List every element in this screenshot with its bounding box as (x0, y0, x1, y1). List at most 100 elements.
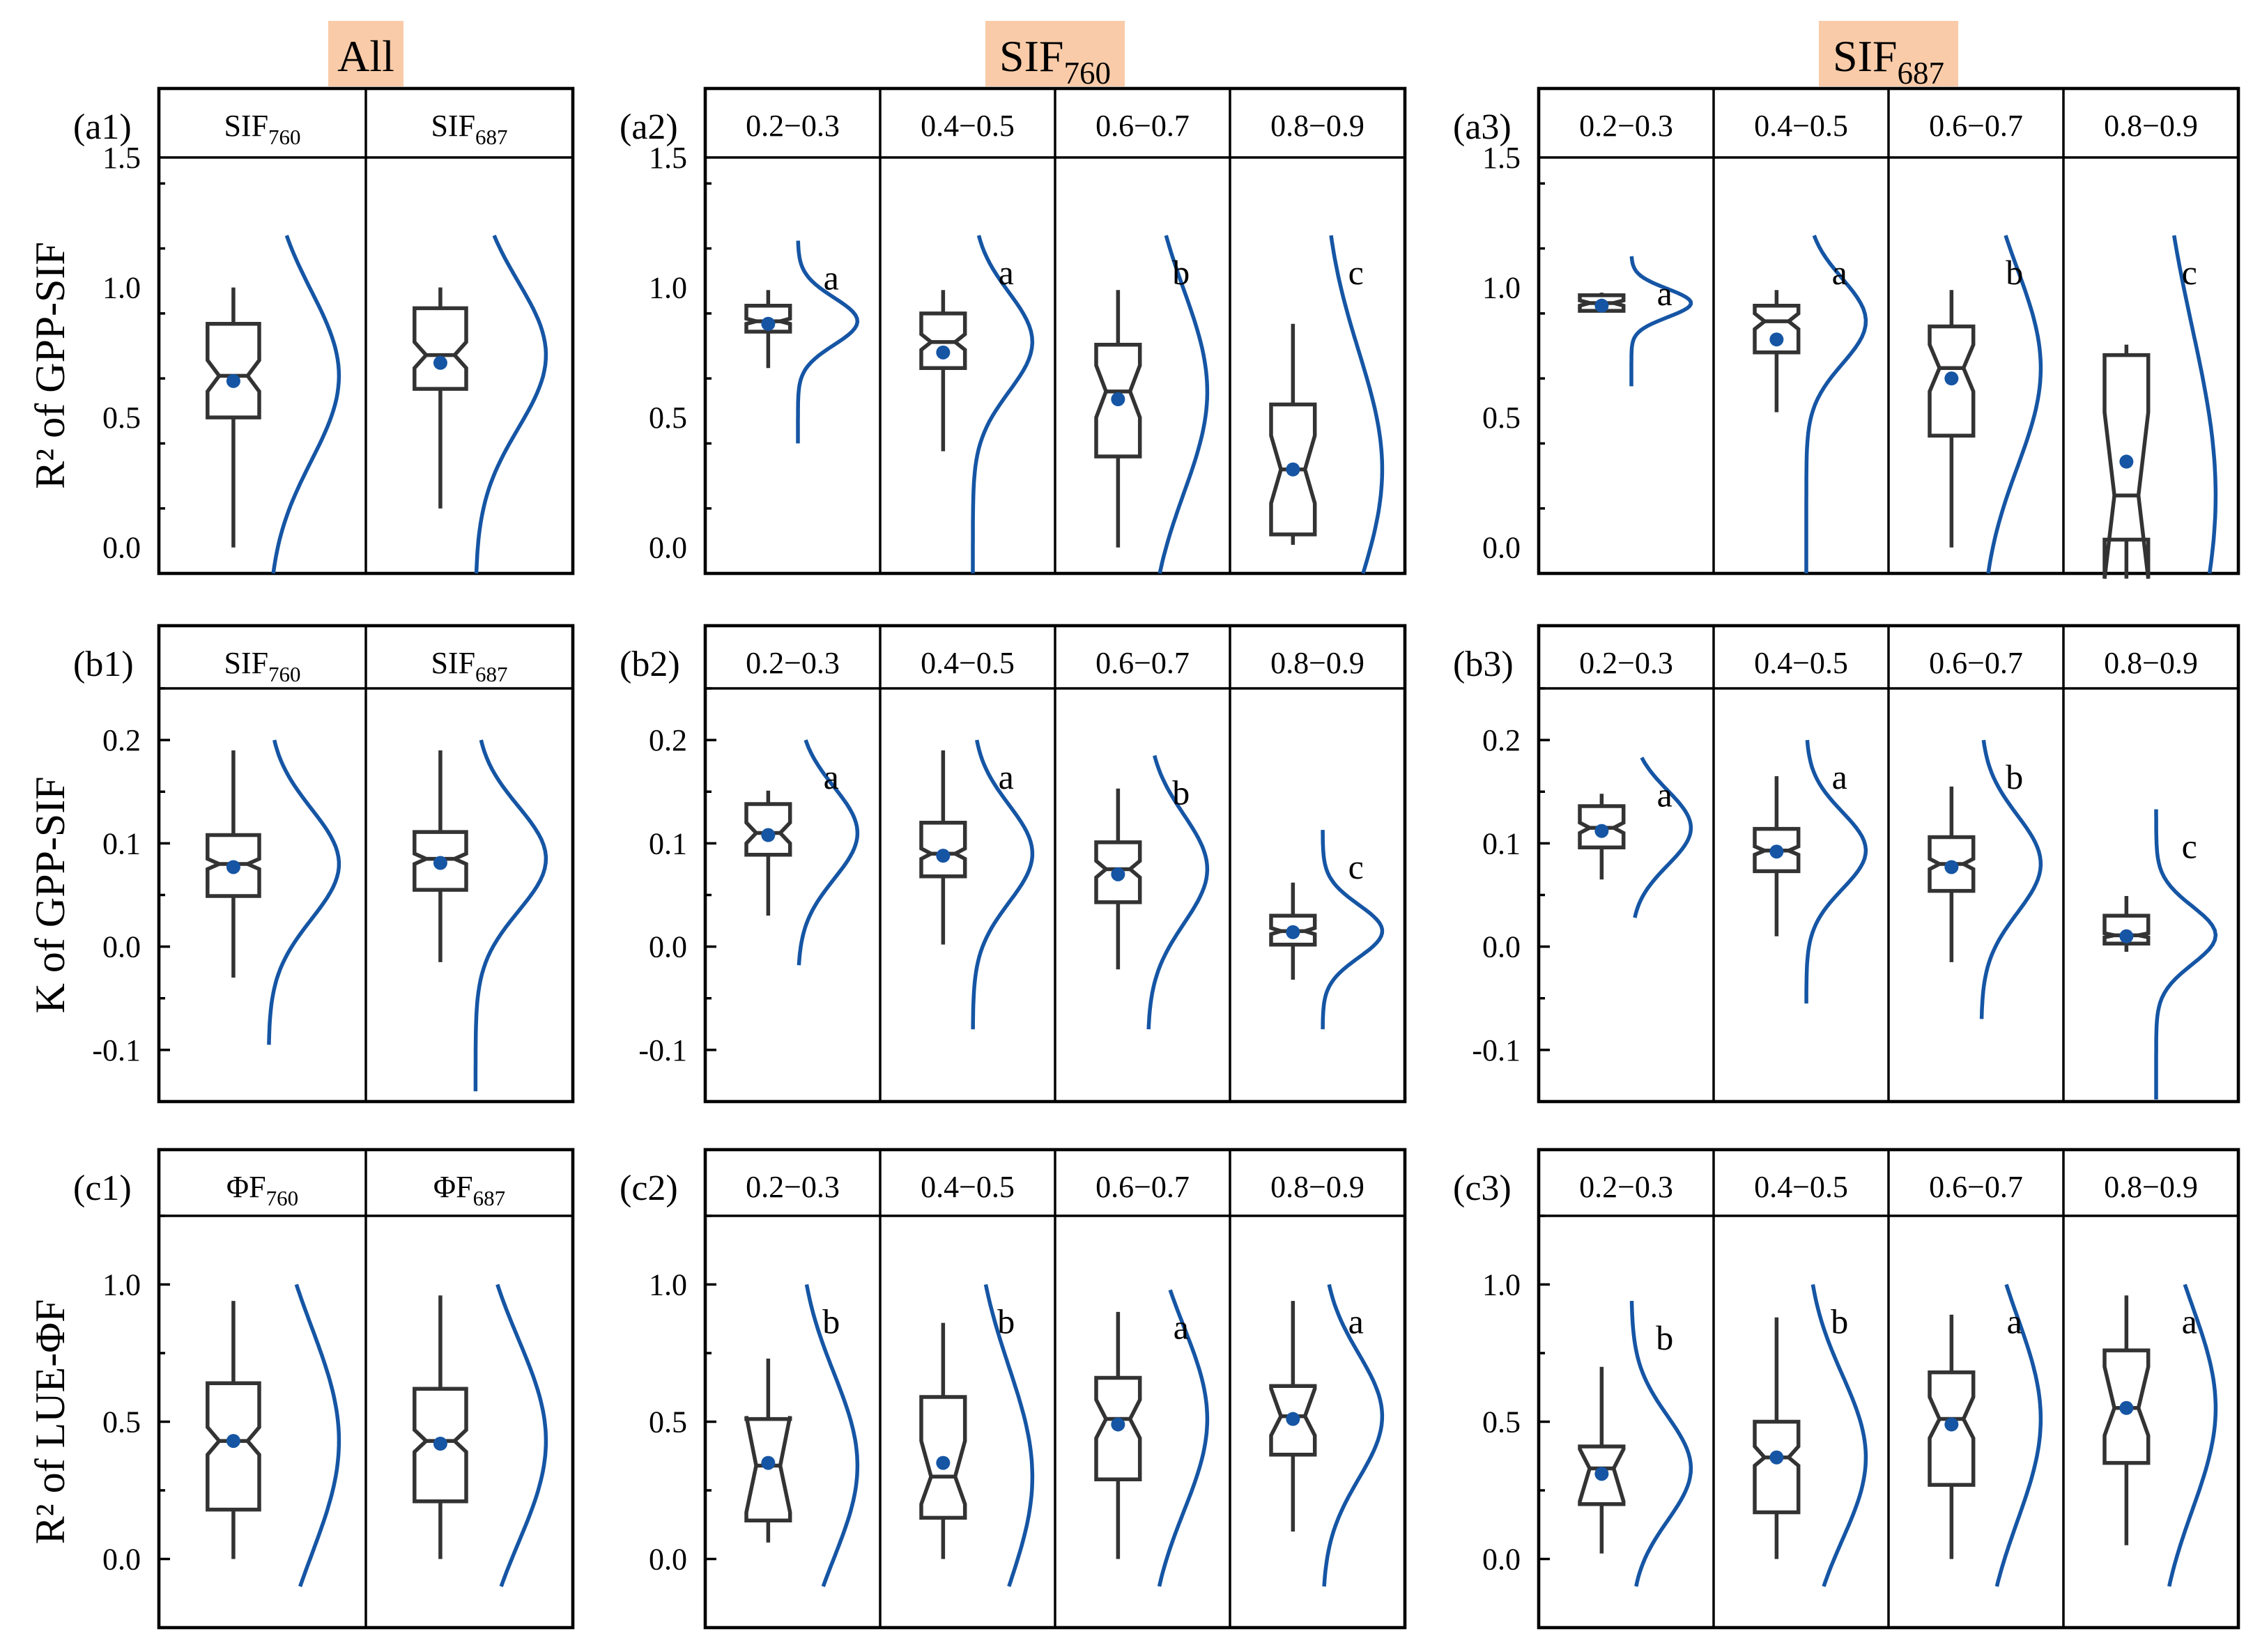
category-label: 0.6−0.7 (1929, 646, 2023, 680)
category-label: 0.6−0.7 (1929, 1170, 2023, 1204)
y-tick-label: 0.2 (1482, 723, 1521, 757)
category-label: 0.8−0.9 (2104, 1170, 2198, 1204)
notched-box (1094, 1375, 1142, 1481)
y-tick-label: -0.1 (638, 1033, 687, 1067)
box-1: a (1753, 739, 1868, 1004)
significance-letter: a (1657, 775, 1673, 814)
mean-point (1111, 867, 1125, 881)
significance-letter: a (999, 253, 1014, 292)
category-label: 0.8−0.9 (1270, 109, 1364, 143)
density-curve (804, 1283, 860, 1587)
category-label: 0.6−0.7 (1095, 646, 1190, 680)
notched-box (1928, 835, 1976, 893)
y-tick-label: 0.2 (102, 723, 141, 757)
density-curve (271, 234, 341, 574)
category-label: SIF687 (431, 109, 507, 149)
y-tick-label: 1.0 (102, 271, 141, 305)
notched-box (1753, 826, 1801, 874)
density-curve (474, 234, 548, 574)
notched-box (413, 1387, 468, 1504)
mean-point (2119, 929, 2134, 943)
y-tick-label: 0.1 (649, 826, 687, 860)
category-label: 0.4−0.5 (1754, 1170, 1848, 1204)
notched-box (1753, 1419, 1801, 1515)
significance-letter: c (1348, 847, 1364, 886)
category-label: 0.2−0.3 (746, 1170, 840, 1204)
density-curve (1979, 739, 2043, 1019)
box-1 (413, 1283, 548, 1587)
significance-letter: a (824, 757, 839, 796)
box-0: a (744, 240, 860, 444)
density-curve (1804, 234, 1868, 573)
box-0 (206, 739, 341, 1045)
mean-point (1111, 392, 1125, 407)
panel-label: (a1) (73, 107, 132, 147)
column-header-1: SIF760 (985, 21, 1125, 91)
density-curve (473, 739, 548, 1092)
density-curve (1157, 1289, 1210, 1587)
notched-box (2102, 353, 2151, 579)
y-tick-label: 0.0 (649, 930, 687, 964)
box-2: b (1094, 235, 1210, 574)
mean-point (1594, 298, 1609, 313)
y-tick-label: 0.5 (649, 1405, 687, 1439)
category-label: 0.4−0.5 (921, 109, 1015, 143)
significance-letter: a (2182, 1302, 2197, 1341)
category-label: 0.4−0.5 (921, 1170, 1015, 1204)
header-highlight (328, 21, 403, 86)
box-2: a (1094, 1289, 1210, 1587)
y-tick-label: 0.5 (1482, 1405, 1521, 1439)
box-2: b (1094, 755, 1210, 1030)
header-highlight (1819, 21, 1958, 86)
density-curve (2154, 809, 2218, 1099)
notched-box (206, 1381, 261, 1512)
density-curve (1146, 755, 1210, 1030)
mean-point (1769, 844, 1784, 859)
density-curve (267, 739, 341, 1045)
panel-a2: (a2) 0.0 0.5 1.0 1.5 0.2−0.3 a 0.4−0.5 a 0.6−0.7 b… (620, 86, 1407, 576)
mean-point (761, 1456, 776, 1470)
y-axis-label: R² of LUE-ΦF (27, 1299, 73, 1545)
mean-point (1769, 1450, 1784, 1465)
column-header-label: All (337, 31, 394, 81)
significance-letter: c (2182, 826, 2197, 865)
panel-b1: (b1) -0.1 0.0 0.1 0.2 SIF760 SIF687 (73, 624, 575, 1104)
notched-box (413, 306, 468, 391)
box-1: b (1753, 1284, 1868, 1587)
notched-box (413, 830, 468, 892)
box-1 (413, 234, 548, 574)
box-0: b (744, 1283, 860, 1587)
notched-box (1269, 402, 1317, 536)
density-curve (1629, 256, 1693, 387)
significance-letter: b (997, 1302, 1015, 1341)
box-1: b (919, 1283, 1035, 1587)
y-tick-label: 0.5 (649, 401, 687, 435)
box-0: a (1578, 256, 1693, 387)
density-curve (1321, 830, 1385, 1030)
y-tick-label: 0.0 (649, 1543, 687, 1577)
panel-b3: (b3) -0.1 0.0 0.1 0.2 0.2−0.3 a 0.4−0.5 a 0.6−0.7… (1453, 624, 2240, 1104)
notched-box (919, 311, 967, 370)
y-tick-label: 0.2 (649, 723, 687, 757)
mean-point (761, 828, 776, 842)
y-tick-label: 1.0 (1482, 1268, 1521, 1302)
y-tick-label: 1.0 (649, 271, 687, 305)
notched-box (2102, 913, 2151, 945)
y-tick-label: 1.5 (102, 141, 141, 175)
mean-point (433, 355, 447, 370)
category-label: 0.4−0.5 (921, 646, 1015, 680)
category-label: SIF760 (224, 646, 300, 686)
notched-box (919, 1395, 967, 1520)
significance-letter: a (999, 757, 1014, 796)
panel-label: (b2) (620, 644, 680, 684)
mean-point (433, 1437, 447, 1451)
notched-box (1578, 1444, 1626, 1506)
category-label: 0.2−0.3 (1579, 646, 1673, 680)
mean-point (1594, 1467, 1609, 1481)
significance-letter: b (2006, 757, 2023, 796)
mean-point (1944, 860, 1959, 874)
notched-box (2102, 1348, 2151, 1465)
box-0: b (1578, 1301, 1693, 1587)
mean-point (936, 1456, 951, 1470)
significance-letter: a (1657, 274, 1673, 313)
